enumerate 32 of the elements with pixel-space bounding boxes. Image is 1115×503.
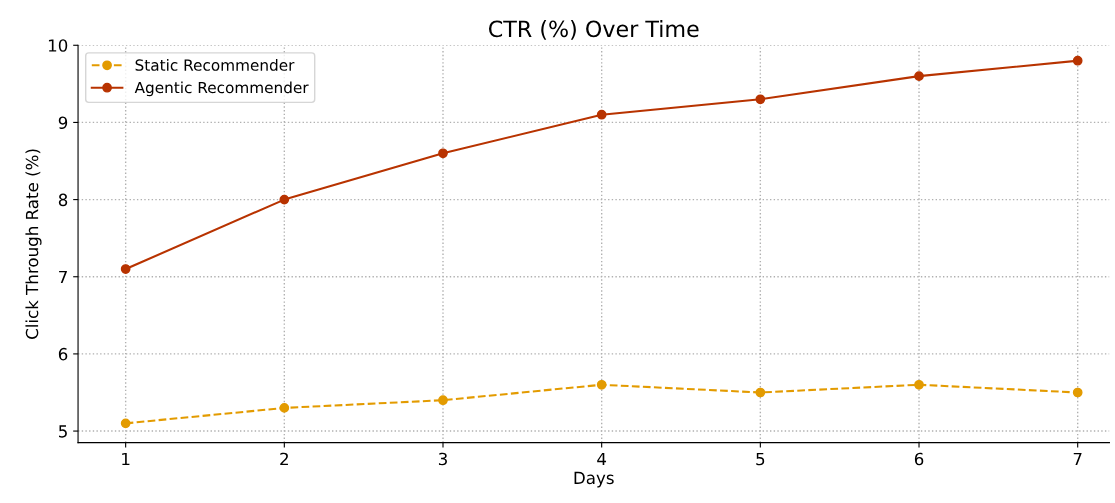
x-tick-label: 6 [914, 452, 924, 466]
point [1072, 55, 1083, 66]
x-tick-label: 1 [122, 452, 130, 466]
y-tick-label: 5 [59, 425, 67, 438]
x-tick-label: 3 [438, 452, 447, 466]
y-tick-label: 10 [48, 39, 68, 52]
chart-title: CTR (%) Over Time [488, 20, 699, 40]
point [438, 395, 448, 406]
x-tick-label: 2 [280, 452, 288, 466]
y-tick-label: 6 [58, 347, 68, 361]
y-tick-label: 9 [58, 116, 68, 129]
y-axis-title: Click Through Rate (%) [25, 149, 42, 339]
x-axis-title: Days [574, 471, 614, 488]
y-tick-label: 7 [59, 270, 67, 284]
legend-label: Agentic Recommender [134, 81, 309, 97]
point [596, 379, 607, 390]
x-tick-label: 4 [597, 452, 607, 466]
point [279, 403, 290, 413]
x-tick-label: 7 [1073, 452, 1082, 466]
point [755, 94, 766, 105]
point [596, 109, 607, 120]
point [438, 148, 448, 159]
point [120, 264, 131, 274]
legend-label: Static Recommender [135, 59, 295, 71]
y-tick-label: 8 [58, 193, 68, 207]
point [755, 387, 766, 398]
point [914, 379, 924, 390]
point [120, 418, 131, 429]
x-tick-label: 5 [756, 452, 765, 466]
point [1072, 387, 1083, 398]
point [914, 71, 924, 81]
point [279, 194, 290, 205]
